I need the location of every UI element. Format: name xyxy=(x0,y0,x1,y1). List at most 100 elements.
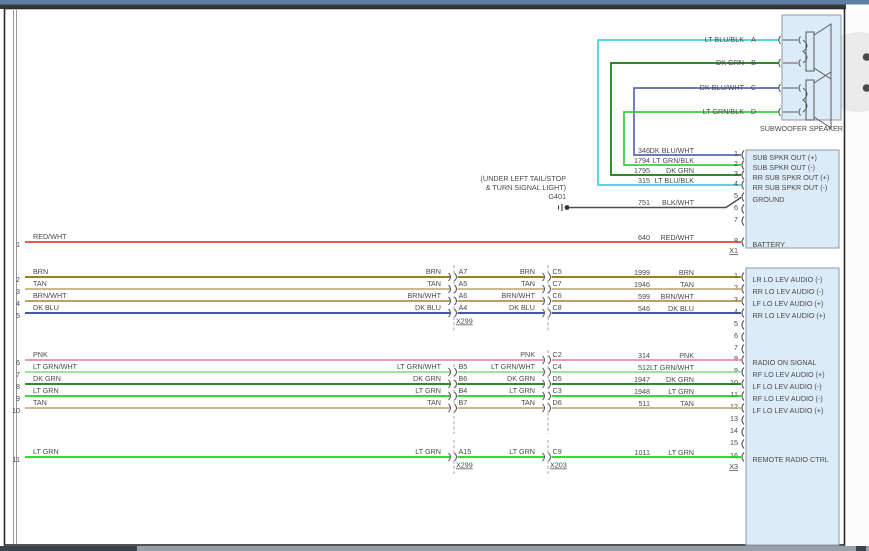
pin-terminal-arc xyxy=(741,367,745,377)
wire-row-number: 9 xyxy=(16,394,20,403)
floating-widget-dot[interactable] xyxy=(862,53,869,61)
circuit-number: 315 xyxy=(638,176,650,185)
pin-number: 12 xyxy=(730,402,738,411)
pin-function-label: SUB SPKR OUT (+) xyxy=(753,153,817,162)
inline-connector-arc xyxy=(448,296,451,306)
circuit-number: 546 xyxy=(638,304,650,313)
inline-connector-gap xyxy=(450,405,458,411)
speaker-terminal-arc xyxy=(798,59,801,67)
floating-widget-dot[interactable] xyxy=(862,84,869,92)
pin-function-label: RR SUB SPKR OUT (+) xyxy=(753,173,830,182)
inline-connector-arc xyxy=(548,367,551,377)
inline-connector-arc xyxy=(548,272,551,282)
pin-number: 7 xyxy=(734,215,738,224)
pin-terminal-arc xyxy=(741,180,745,190)
inline-connector-arc xyxy=(448,284,451,294)
wire-color-label: RED/WHT xyxy=(660,233,694,242)
pin-terminal-arc xyxy=(741,308,745,318)
wire-color-label: LT GRN xyxy=(33,386,59,395)
wire-color-label: LT GRN xyxy=(509,447,535,456)
wire-row-number: 2 xyxy=(16,275,20,284)
wire-color-label: BRN xyxy=(426,267,441,276)
wire-color-label: DK BLU xyxy=(33,303,59,312)
scrollbar-corner-button[interactable] xyxy=(856,546,866,551)
circuit-number: 346 xyxy=(638,146,650,155)
wire-color-label: BRN xyxy=(520,267,535,276)
wire-color-label: TAN xyxy=(680,399,694,408)
wire-color-label: DK GRN xyxy=(507,374,535,383)
wire-row-number: 6 xyxy=(16,358,20,367)
horizontal-scrollbar-track[interactable] xyxy=(0,546,869,551)
wire-color-label: BRN xyxy=(33,267,48,276)
speaker-terminal-arc xyxy=(798,36,801,44)
pin-terminal-arc xyxy=(741,296,745,306)
inline-connector-gap xyxy=(450,298,458,304)
ground-location-note: & TURN SIGNAL LIGHT) xyxy=(486,183,566,192)
wire-color-label: LT GRN xyxy=(509,386,535,395)
pin-terminal-arc xyxy=(741,284,745,294)
inline-connector-arc xyxy=(448,379,451,389)
top-accent-strip xyxy=(0,0,869,5)
pin-number: 8 xyxy=(734,236,738,245)
wire-color-label: RED/WHT xyxy=(33,232,67,241)
pin-terminal-arc xyxy=(741,452,745,462)
inline-connector-gap xyxy=(544,274,552,280)
pin-terminal-arc xyxy=(741,170,745,180)
right-side-panel xyxy=(846,9,869,545)
subwoofer-speaker-box xyxy=(781,14,842,121)
pin-terminal-arc xyxy=(741,403,745,413)
inline-connector-arc xyxy=(548,355,551,365)
wire-row-number: 3 xyxy=(16,287,20,296)
inline-connector-arc xyxy=(542,284,545,294)
circuit-number: 314 xyxy=(638,351,650,360)
wire-row-number: 4 xyxy=(16,299,20,308)
pin-number: 2 xyxy=(734,283,738,292)
inline-connector-arc xyxy=(548,391,551,401)
inline-connector-gap xyxy=(450,274,458,280)
speaker-terminal-arc xyxy=(798,108,801,116)
wire-color-label: LT GRN xyxy=(668,448,694,457)
wire-color-label: TAN xyxy=(427,398,441,407)
inline-connector-gap xyxy=(544,310,552,316)
inline-connector-arc xyxy=(542,355,545,365)
inline-connector-arc xyxy=(542,391,545,401)
inline-connector-gap xyxy=(544,381,552,387)
pin-function-label: LR LO LEV AUDIO (-) xyxy=(753,275,823,284)
inline-connector-pin-id: C2 xyxy=(553,350,562,359)
pin-terminal-arc xyxy=(741,216,745,226)
pin-function-label: RF LO LEV AUDIO (+) xyxy=(753,370,825,379)
inline-connector-arc xyxy=(448,308,451,318)
inline-connector-gap xyxy=(450,393,458,399)
pin-function-label: LF LO LEV AUDIO (+) xyxy=(753,299,824,308)
pin-terminal-arc xyxy=(741,415,745,425)
pin-number: 5 xyxy=(734,319,738,328)
speaker-terminal-arc xyxy=(778,107,781,117)
inline-connector-arc xyxy=(448,367,451,377)
pin-terminal-arc xyxy=(741,160,745,170)
pin-terminal-arc xyxy=(741,439,745,449)
ground-id-label: G401 xyxy=(548,192,566,201)
circuit-number: 512 xyxy=(638,363,650,372)
pin-function-label: LF LO LEV AUDIO (+) xyxy=(753,406,824,415)
inline-connector-gap xyxy=(544,454,552,460)
inline-connector-pin-id: D5 xyxy=(553,374,562,383)
inline-connector-pin-id: A6 xyxy=(459,291,468,300)
inline-connector-arc xyxy=(542,308,545,318)
pin-number: 15 xyxy=(730,438,738,447)
wire-color-label: TAN xyxy=(521,279,535,288)
connector-block-x3 xyxy=(745,267,840,546)
wire-color-label: DK BLU xyxy=(509,303,535,312)
inline-connector-arc xyxy=(542,272,545,282)
inline-connector-pin-id: A7 xyxy=(459,267,468,276)
speaker-terminal-arc xyxy=(798,84,801,92)
connector-id-label: X1 xyxy=(729,246,738,255)
inline-connector-arc xyxy=(454,308,457,318)
wire-color-label: DK BLU xyxy=(415,303,441,312)
horizontal-scrollbar-thumb[interactable] xyxy=(0,546,137,551)
pin-terminal-arc xyxy=(741,192,745,202)
pin-function-label: RR LO LEV AUDIO (+) xyxy=(753,311,826,320)
wire-color-label: BRN/WHT xyxy=(501,291,535,300)
pin-number: 11 xyxy=(731,390,738,399)
wire-color-label: BLK/WHT xyxy=(662,198,695,207)
